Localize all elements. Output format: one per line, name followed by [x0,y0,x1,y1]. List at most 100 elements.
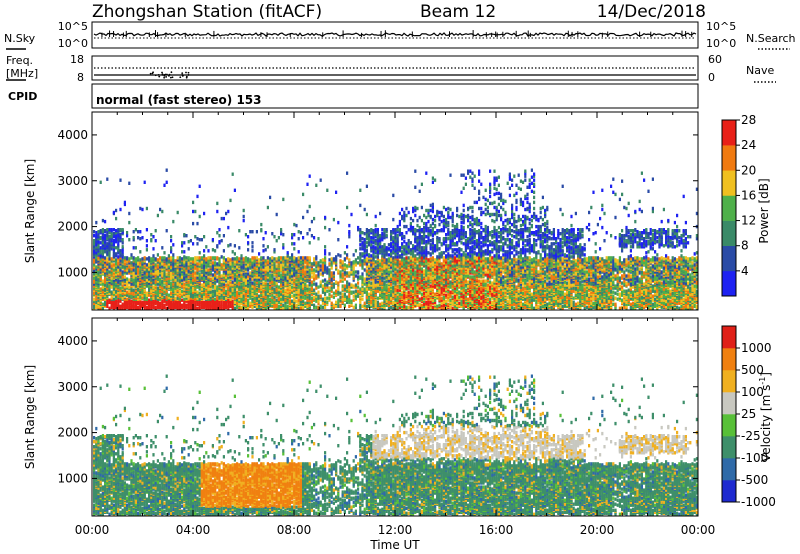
power-cell [394,277,396,280]
power-cell [221,239,223,242]
power-cell [317,285,319,288]
power-cell [126,298,128,301]
power-cell [339,279,341,282]
power-cell [317,237,319,240]
power-cell [95,221,97,224]
power-cell [190,239,192,242]
power-cell [262,261,264,264]
power-cell [214,249,216,252]
power-cell [115,304,117,307]
nsky-label: N.Sky [4,32,36,45]
power-cell [163,251,165,254]
power-cell [243,283,245,286]
power-cell [306,261,308,264]
nave-label: Nave [746,64,774,77]
power-cell [139,258,141,261]
power-cell [366,228,368,231]
power-cell [282,304,284,307]
power-cell [276,264,278,267]
power-cell [350,291,352,294]
power-cell [194,256,196,259]
power-cell [166,281,168,284]
power-cell [174,284,176,287]
power-cell [333,282,335,285]
power-cell [203,259,205,262]
power-cell [311,300,313,303]
power-cell [174,305,176,308]
power-cell [102,303,104,306]
power-cell [298,307,300,310]
power-cell [317,291,319,294]
power-cell [139,267,141,270]
power-cell [381,245,383,248]
power-cell [225,290,227,293]
power-cell [113,263,115,266]
power-cell [331,307,333,310]
power-cell [392,276,394,279]
power-cell [218,240,220,243]
power-cell [392,250,394,253]
power-cell [284,276,286,279]
power-cell [243,215,245,218]
power-cell [225,283,227,286]
power-cell [269,196,271,199]
power-cell [328,228,330,231]
power-cell [104,220,106,223]
power-cell [168,254,170,257]
power-cell [254,282,256,285]
power-cell [161,300,163,303]
power-cell [379,291,381,294]
power-cell [247,235,249,238]
power-cell [168,294,170,297]
power-cell [324,252,326,255]
power-cell [122,228,124,231]
power-cell [344,251,346,254]
power-cell [284,305,286,308]
power-cell [392,194,394,197]
power-cell [342,301,344,304]
power-cell [174,278,176,281]
power-cell [359,296,361,299]
power-cell [317,300,319,303]
power-cell [199,292,201,295]
power-cell [324,267,326,270]
nave-dip-dot [158,74,160,76]
power-cell [212,293,214,296]
power-cell [201,238,203,241]
power-cell [137,306,139,309]
power-cell [214,261,216,264]
power-cell [245,256,247,259]
power-cell [100,287,102,290]
power-cell [232,296,234,299]
power-cell [133,293,135,296]
power-cell [247,248,249,251]
power-cell [258,295,260,298]
power-cell [368,283,370,286]
power-cell [333,296,335,299]
power-cell [251,281,253,284]
power-cell [183,255,185,258]
power-cell [379,286,381,289]
power-cell [163,262,165,265]
power-cell [302,296,304,299]
power-cell [223,304,225,307]
power-cell [262,281,264,284]
power-cell [148,284,150,287]
power-cell [377,304,379,307]
power-cell [146,292,148,295]
power-cell [251,249,253,252]
power-cell [397,284,399,287]
power-cell [240,268,242,271]
power-cell [102,252,104,255]
power-cell [377,228,379,231]
power-cell [148,272,150,275]
power-cell [201,306,203,309]
power-cell [111,228,113,231]
power-cell [227,210,229,213]
power-cell [221,255,223,258]
power-cell [276,213,278,216]
power-cell [375,246,377,249]
power-cell [181,284,183,287]
power-cell [157,269,159,272]
power-cell [388,307,390,310]
